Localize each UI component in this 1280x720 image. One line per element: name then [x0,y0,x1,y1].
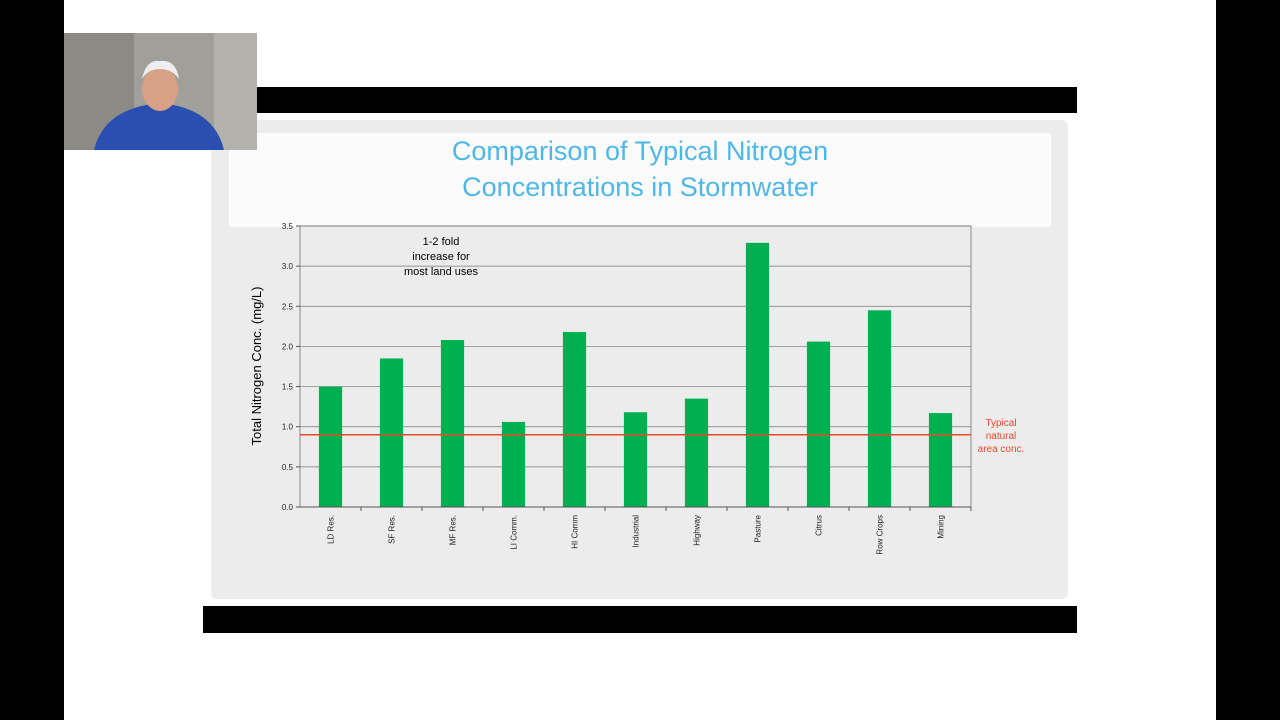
bar [623,412,648,507]
slide-title-band [229,133,1051,227]
x-tick-label: LD Res. [327,515,336,544]
bar [745,242,770,508]
x-tick-label: HI Comm [571,515,580,549]
y-tick-label: 3.0 [282,262,294,271]
bar [867,310,892,507]
y-tick-label: 2.0 [282,342,294,351]
y-tick-label: 0.5 [282,463,294,472]
letterbox-bottom [203,606,1077,633]
bar [928,413,953,507]
reference-line-label: area conc. [978,444,1025,455]
annotation-text: most land uses [404,266,478,278]
slide-title-line-2: Concentrations in Stormwater [462,172,818,202]
bar [684,398,709,507]
x-tick-label: Industrial [632,515,641,548]
x-tick-label: MF Res. [449,515,458,545]
reference-line-label: Typical [985,418,1016,429]
presenter-icon [64,33,257,150]
y-tick-label: 3.5 [282,222,294,231]
x-tick-label: Pasture [754,514,763,542]
x-tick-label: LI Comm. [510,515,519,550]
x-tick-label: Citrus [815,515,824,536]
y-tick-label: 0.0 [282,503,294,512]
letterbox-top [257,87,1077,113]
y-tick-label: 1.5 [282,383,294,392]
bar [501,421,526,507]
reference-line-label: natural [986,431,1017,442]
x-tick-label: SF Res. [388,515,397,544]
y-axis-label: Total Nitrogen Conc. (mg/L) [249,287,264,446]
annotation-text: 1-2 fold [423,236,460,248]
plot-area: 0.0 0.5 1.0 1.5 2.0 2.5 3.0 3.5 LD Res. SF Res. MF… [249,222,1024,555]
x-tick-label: Mining [937,515,946,539]
x-tick-label: Row Crops [876,515,885,555]
bar [440,340,465,507]
y-tick-label: 1.0 [282,423,294,432]
bar [562,331,587,507]
bar [318,386,343,507]
webcam-presenter [64,33,257,150]
bar [379,358,404,507]
annotation-text: increase for [412,251,470,263]
y-tick-label: 2.5 [282,302,294,311]
bar [806,341,831,507]
slide-title-line-1: Comparison of Typical Nitrogen [451,136,829,166]
slide-title: Comparison of Typical Nitrogen Concentra… [229,133,1051,205]
x-tick-label: Highway [693,515,702,546]
